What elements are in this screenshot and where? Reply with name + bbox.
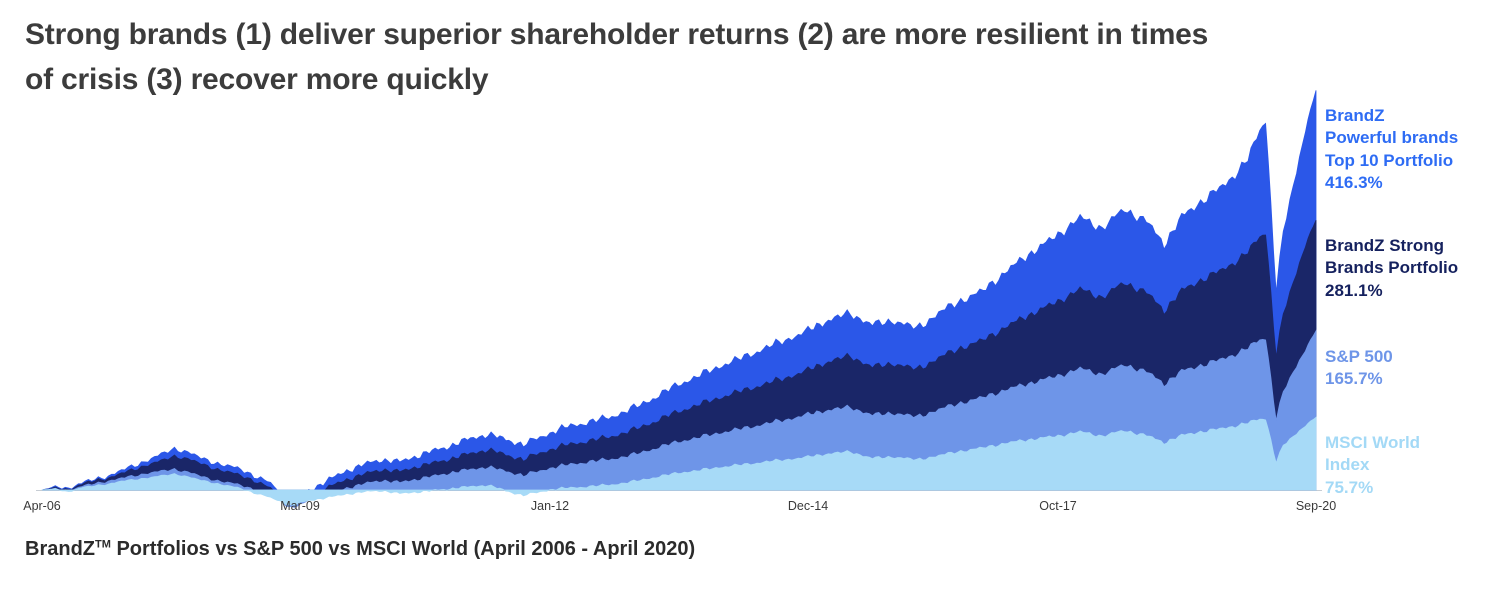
page-title: Strong brands (1) deliver superior share…	[25, 18, 1209, 96]
x-axis-tick: Apr-06	[23, 499, 61, 513]
legend-entry-1: BrandZ Powerful brands Top 10 Portfolio 4…	[1325, 105, 1497, 195]
legend-label: S&P 500	[1325, 347, 1393, 366]
caption-rest: Portfolios vs S&P 500 vs MSCI World (Apr…	[110, 538, 696, 560]
legend-entry-4: MSCI World Index 75.7%	[1325, 432, 1497, 499]
x-axis-tick: Jan-12	[530, 499, 570, 513]
legend-value: 165.7%	[1325, 369, 1383, 389]
chart-caption: BrandZTM Portfolios vs S&P 500 vs MSCI W…	[25, 538, 695, 561]
brandz-tm: TM	[95, 538, 111, 551]
caption-brand: BrandZ	[25, 538, 95, 560]
legend-label: BrandZ Strong Brands Portfolio	[1325, 236, 1459, 278]
x-axis-tick: Sep-20	[1295, 499, 1337, 513]
x-axis-tick: Mar-09	[280, 499, 320, 513]
legend-value: 416.3%	[1325, 173, 1383, 193]
x-axis-tick: Dec-14	[787, 499, 829, 513]
legend-entry-2: BrandZ Strong Brands Portfolio 281.1%	[1325, 235, 1497, 302]
legend-entry-3: S&P 500 165.7%	[1325, 346, 1497, 391]
area-series-4	[41, 416, 1317, 506]
x-axis-tick: Oct-17	[1039, 499, 1077, 513]
legend-value: 75.7%	[1325, 477, 1374, 497]
legend-label: BrandZ Powerful brands Top 10 Portfolio	[1325, 106, 1459, 170]
legend-value: 281.1%	[1325, 280, 1383, 300]
legend-label: MSCI World Index	[1325, 433, 1421, 475]
